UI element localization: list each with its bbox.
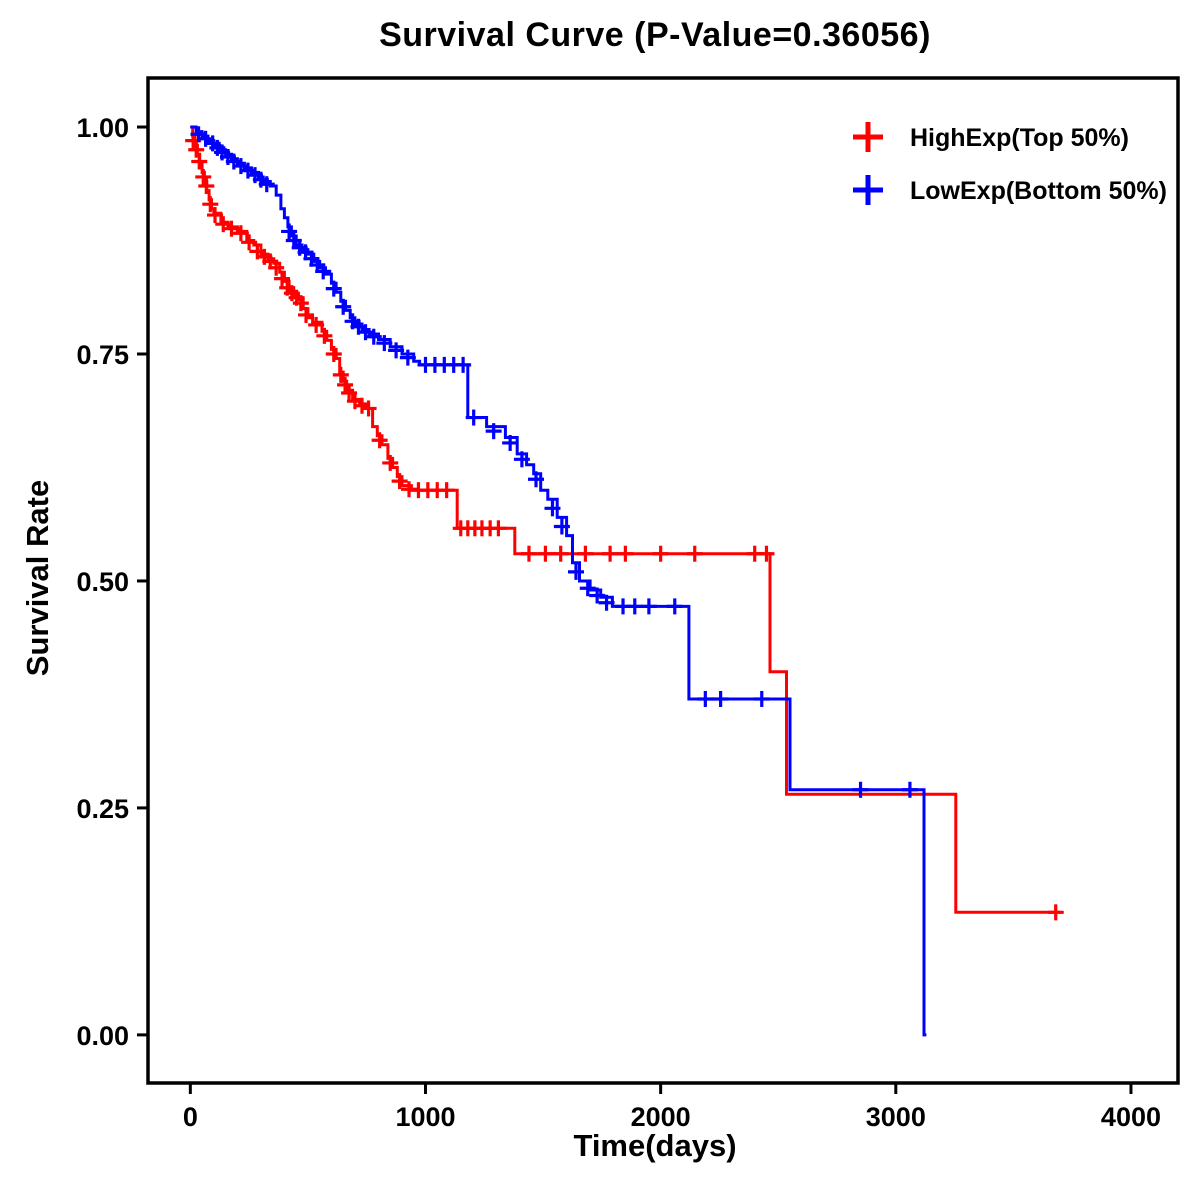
- survival-curve-highexp: [190, 125, 1061, 914]
- x-tick-label: 4000: [1101, 1102, 1161, 1132]
- x-tick-label: 1000: [395, 1102, 455, 1132]
- y-tick-label: 0.50: [76, 567, 129, 597]
- x-tick-label: 3000: [866, 1102, 926, 1132]
- chart-title: Survival Curve (P-Value=0.36056): [379, 16, 931, 54]
- y-tick-label: 0.25: [76, 794, 129, 824]
- y-tick-label: 0.75: [76, 340, 129, 370]
- plot-frame: [146, 76, 1180, 1085]
- y-tick-label: 1.00: [76, 113, 129, 143]
- legend-label: HighExp(Top 50%): [910, 124, 1129, 152]
- x-tick-label: 0: [183, 1102, 198, 1132]
- legend-label: LowExp(Bottom 50%): [910, 177, 1167, 205]
- x-axis-label: Time(days): [573, 1128, 737, 1163]
- x-tick-label: 2000: [631, 1102, 691, 1132]
- y-tick-label: 0.00: [76, 1021, 129, 1051]
- survival-curve-lowexp: [190, 125, 927, 1037]
